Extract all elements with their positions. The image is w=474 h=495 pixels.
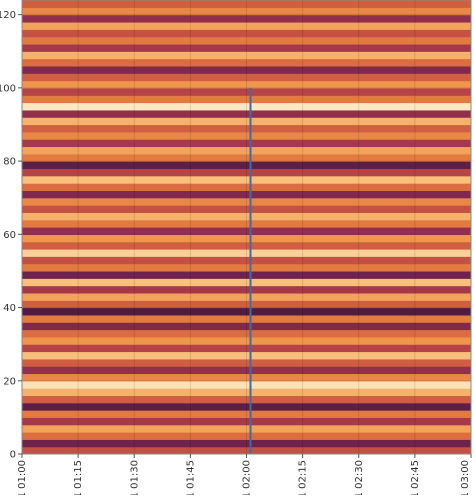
heatmap-band: [22, 256, 471, 265]
heatmap-band: [22, 21, 471, 30]
y-tick-label: 60: [3, 230, 16, 241]
heatmap-band: [22, 65, 471, 74]
heatmap-band: [22, 183, 471, 191]
x-tick-label: 01 02:45: [410, 460, 421, 495]
heatmap-band: [22, 43, 471, 52]
heatmap-band: [22, 358, 471, 367]
heatmap-band: [22, 58, 471, 67]
heatmap-band: [22, 307, 471, 316]
heatmap-band: [22, 219, 471, 228]
heatmap-band: [22, 139, 471, 148]
heatmap-band: [22, 36, 471, 45]
heatmap-band: [22, 322, 471, 331]
x-axis: 01 01:00 01 01:15 01 01:30 01 01:45 01 02:00…: [17, 454, 472, 495]
heatmap-band: [22, 285, 471, 294]
heatmap-band: [22, 278, 471, 287]
heatmap-band: [22, 300, 471, 309]
heatmap-band: [22, 234, 471, 243]
x-tick-label: 01 01:00: [17, 460, 28, 495]
x-tick-label: 01 03:00: [460, 460, 471, 495]
heatmap-band: [22, 329, 471, 338]
heatmap-band: [22, 212, 471, 221]
heatmap-band: [22, 314, 471, 323]
heatmap-band: [22, 446, 471, 454]
heatmap-band: [22, 153, 471, 162]
heatmap-band: [22, 388, 471, 397]
y-tick-label: 120: [0, 10, 16, 21]
heatmap-band: [22, 344, 471, 353]
x-tick-label: 01 02:00: [242, 460, 253, 495]
y-tick-label: 80: [3, 157, 16, 168]
heatmap-band: [22, 380, 471, 389]
y-tick-label: 0: [10, 450, 16, 461]
y-axis: 0 20 40 60 80 100 120: [0, 10, 22, 461]
heatmap-band: [22, 0, 471, 8]
heatmap-band: [22, 80, 471, 89]
heatmap-band: [22, 7, 471, 16]
heatmap-band: [22, 248, 471, 257]
heatmap-band: [22, 95, 471, 104]
heatmap-band: [22, 29, 471, 38]
heatmap-band: [22, 410, 471, 418]
heatmap-band: [22, 161, 471, 170]
heatmap-band: [22, 241, 471, 250]
heatmap-band: [22, 109, 471, 118]
heatmap-band: [22, 146, 471, 155]
heatmap-band: [22, 102, 471, 111]
heatmap-band: [22, 190, 471, 199]
heatmap-band: [22, 131, 471, 140]
x-tick-label: 01 01:30: [129, 460, 140, 495]
heatmap-band: [22, 14, 471, 23]
y-tick-label: 20: [3, 376, 16, 387]
heatmap-band: [22, 117, 471, 126]
heatmap-band: [22, 424, 471, 433]
x-tick-label: 01 02:30: [354, 460, 365, 495]
x-tick-label: 01 01:45: [185, 460, 196, 495]
heatmap-band: [22, 87, 471, 96]
x-tick-label: 01 01:15: [73, 460, 84, 495]
heatmap-bands: [22, 0, 471, 454]
heatmap-band: [22, 351, 471, 360]
heatmap-band: [22, 227, 471, 235]
x-tick-label: 01 02:15: [298, 460, 309, 495]
heatmap-band: [22, 263, 471, 272]
heatmap-band: [22, 373, 471, 382]
heatmap-band: [22, 168, 471, 177]
heatmap-band: [22, 395, 471, 404]
heatmap-band: [22, 417, 471, 426]
heatmap-band: [22, 205, 471, 213]
heatmap-band: [22, 270, 471, 279]
y-tick-label: 40: [3, 303, 16, 314]
heatmap-band: [22, 197, 471, 206]
heatmap-band: [22, 366, 471, 375]
heatmap-band: [22, 73, 471, 82]
heatmap-band: [22, 51, 471, 60]
heatmap-band: [22, 175, 471, 184]
heatmap-band: [22, 292, 471, 301]
heatmap-band: [22, 439, 471, 448]
heatmap-band: [22, 124, 471, 133]
y-tick-label: 100: [0, 83, 16, 94]
heatmap-band: [22, 336, 471, 345]
heatmap-band: [22, 402, 471, 411]
heatmap-band: [22, 432, 471, 440]
